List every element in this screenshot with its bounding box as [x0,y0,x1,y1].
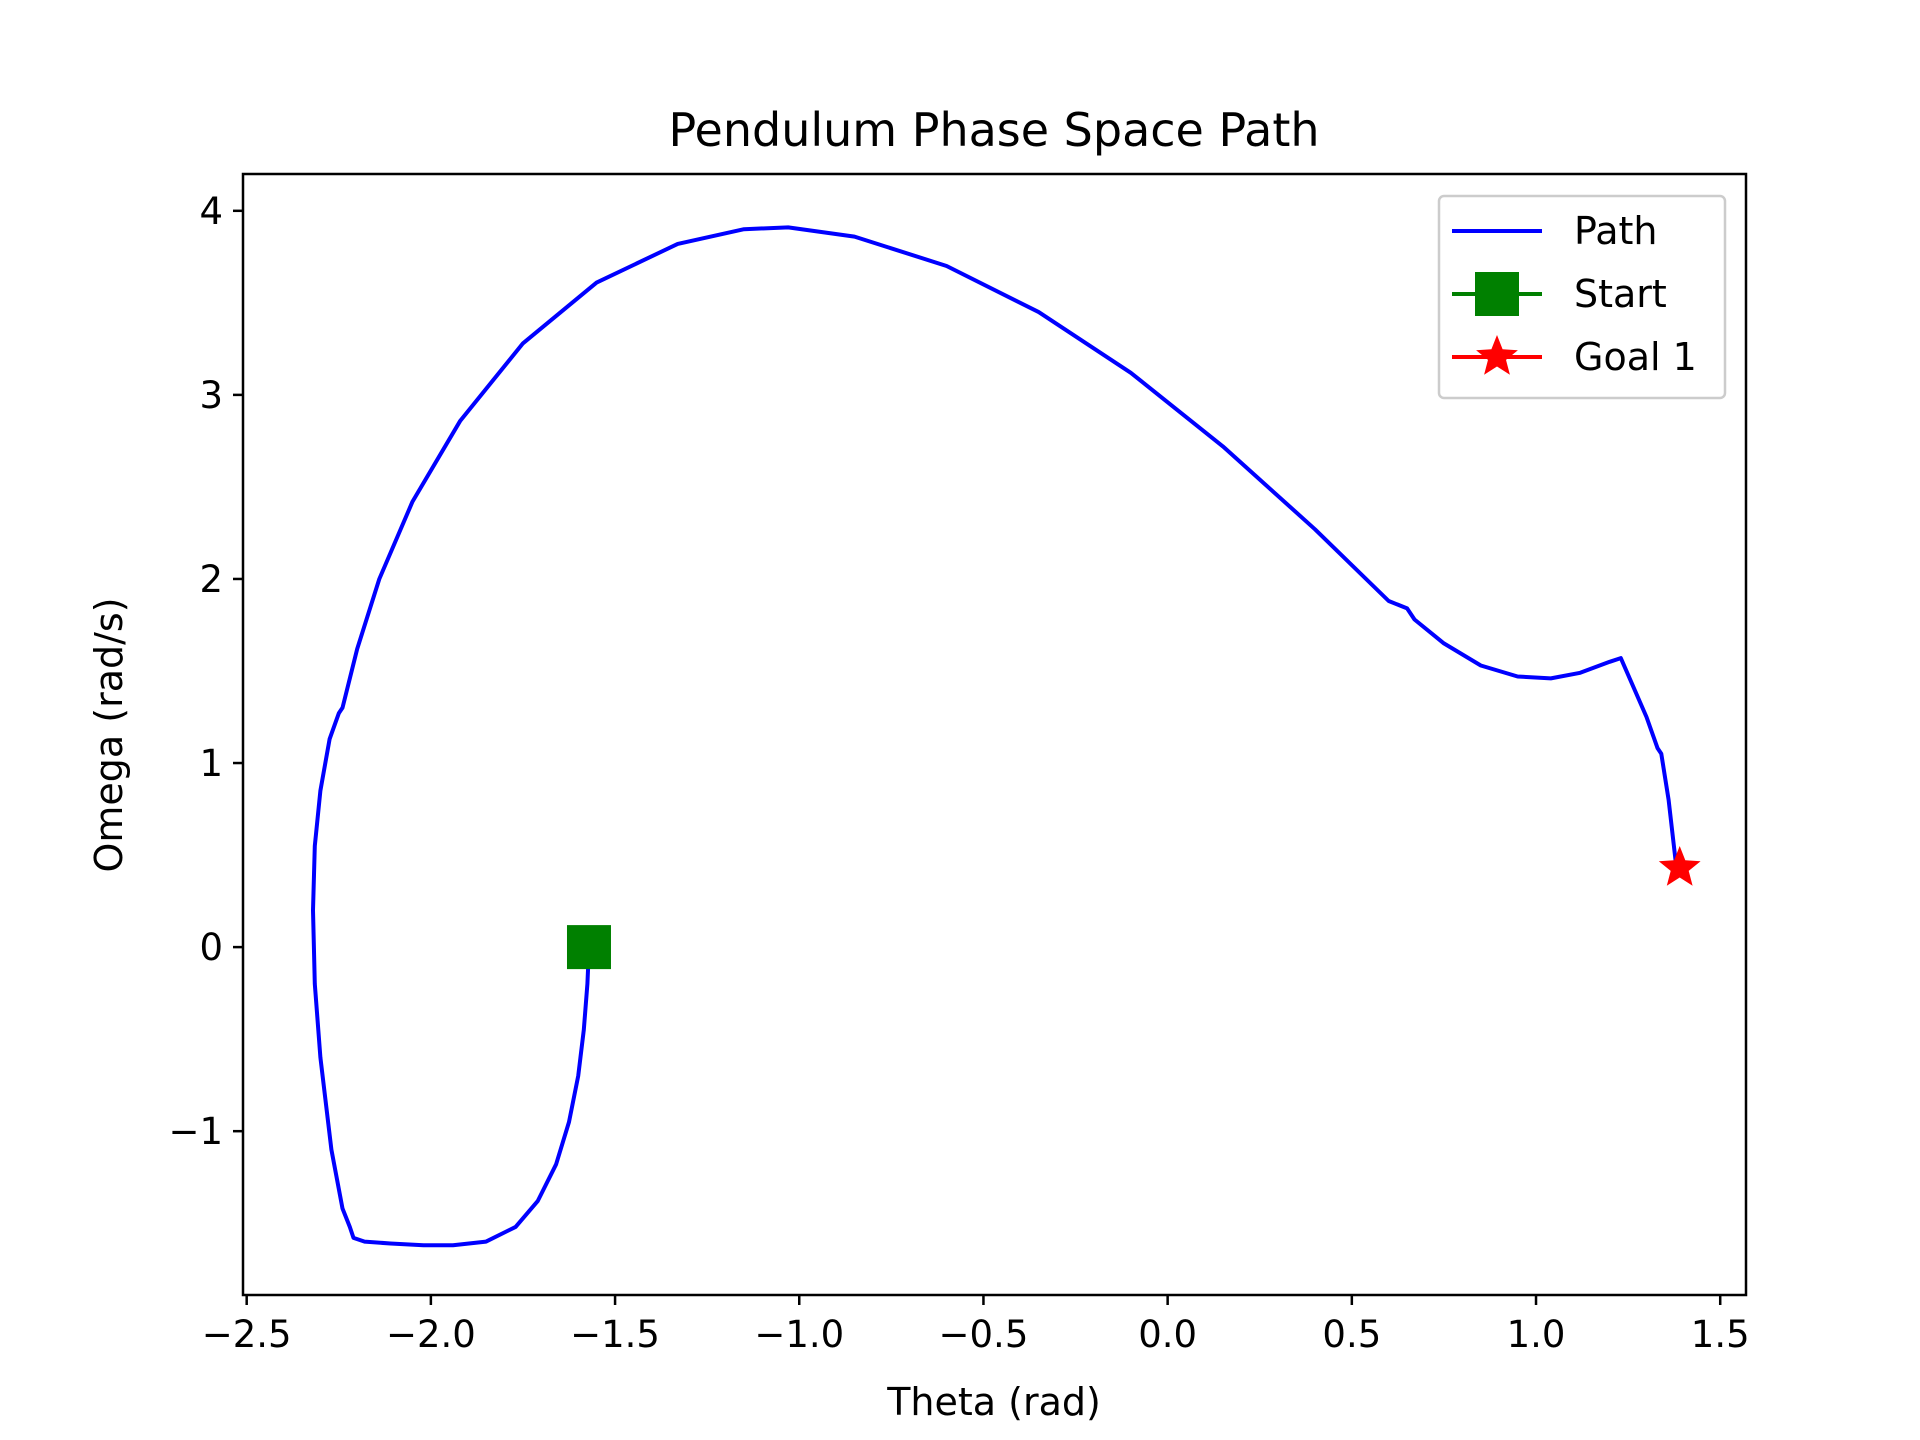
x-tick-label: 1.5 [1691,1313,1750,1356]
goal-marker [1658,846,1701,886]
x-tick-label: −1.5 [570,1313,660,1356]
x-tick-label: −0.5 [939,1313,1029,1356]
plot-frame [241,172,1748,1297]
y-tick-label: −1 [168,1110,223,1153]
data-layer [311,225,1701,1248]
y-ticks: −1 0 1 2 3 4 [168,190,243,1153]
x-tick-label: 0.0 [1138,1313,1197,1356]
y-tick-label: 3 [199,374,223,417]
legend-start-marker [1475,272,1519,316]
x-tick-label: −1.0 [754,1313,844,1356]
start-marker [566,925,611,970]
y-tick-label: 4 [199,190,223,233]
chart-title: Pendulum Phase Space Path [668,103,1319,157]
legend-box [1437,194,1727,400]
y-tick-label: 1 [199,742,223,785]
y-tick-label: 0 [199,926,223,969]
path-line [311,225,1678,1248]
legend-label-start: Start [1574,272,1667,316]
x-tick-label: −2.0 [386,1313,476,1356]
x-tick-label: 1.0 [1507,1313,1566,1356]
x-tick-label: 0.5 [1322,1313,1381,1356]
legend-label-path: Path [1574,209,1657,253]
x-tick-label: −2.5 [202,1313,292,1356]
x-ticks: −2.5 −2.0 −1.5 −1.0 −0.5 0.0 0.5 1.0 1.5 [202,1295,1750,1356]
legend: Path Start Goal 1 [1437,194,1727,400]
legend-label-goal: Goal 1 [1574,335,1697,379]
x-axis-label: Theta (rad) [886,1380,1101,1424]
y-axis-label: Omega (rad/s) [87,597,131,872]
y-tick-label: 2 [199,558,223,601]
legend-goal-marker [1476,335,1518,375]
